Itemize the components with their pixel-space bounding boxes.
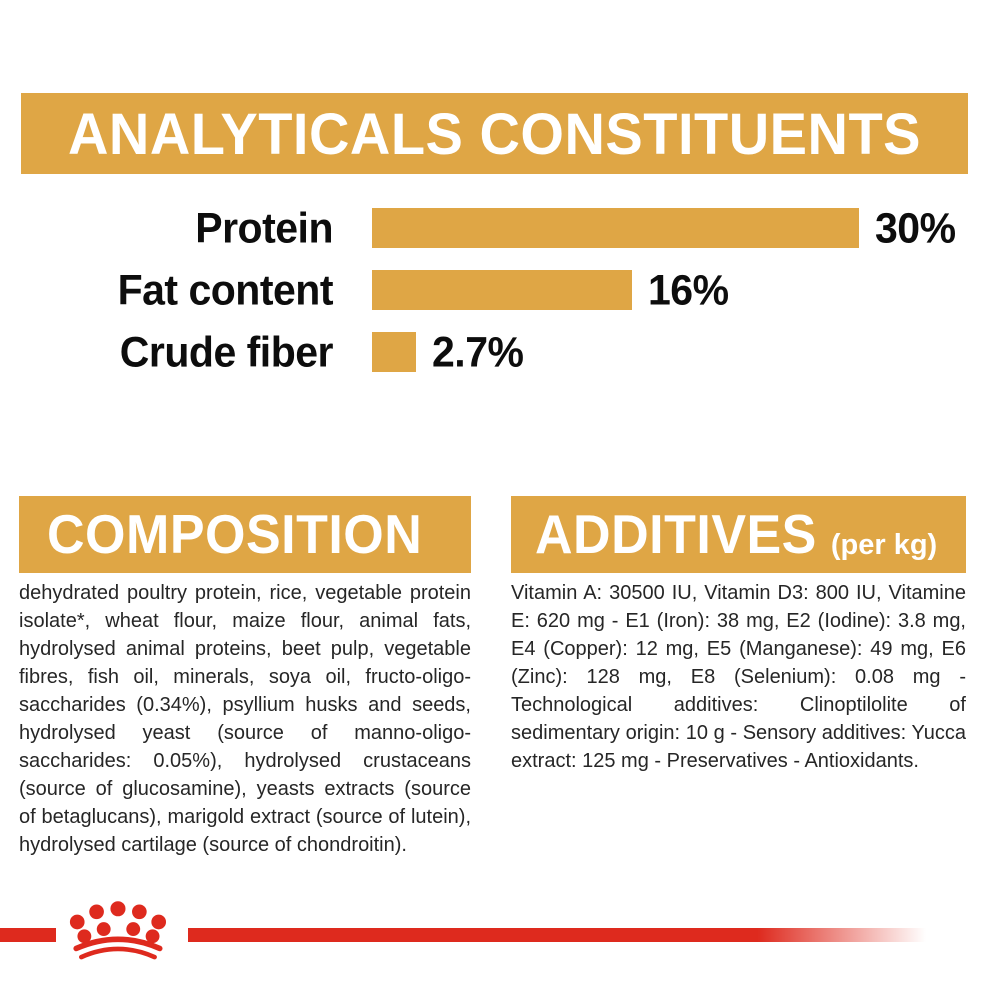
analyticals-title: ANALYTICALS CONSTITUENTS <box>67 100 922 167</box>
additives-banner: ADDITIVES (per kg) <box>511 496 966 573</box>
footer-red-band-left <box>0 928 56 942</box>
footer-red-band-right <box>188 928 990 942</box>
chart-label-fat-content: Fat content <box>117 265 334 314</box>
composition-banner: COMPOSITION <box>19 496 471 573</box>
chart-bar-crude-fiber <box>372 332 416 372</box>
additives-body: Vitamin A: 30500 IU, Vitamin D3: 800 IU,… <box>511 582 966 772</box>
chart-row-crude-fiber: Crude fiber 2.7% <box>0 327 990 375</box>
chart-row-fat-content: Fat content 16% <box>0 265 990 313</box>
additives-title-suffix: (per kg) <box>830 529 938 561</box>
chart-value-protein: 30% <box>875 203 956 252</box>
chart-bar-protein <box>372 208 859 248</box>
composition-body: dehydrated poultry protein, rice, vegeta… <box>19 582 471 856</box>
additives-title: ADDITIVES <box>535 504 817 565</box>
analyticals-bar-chart: Protein 30% Fat content 16% Crude fiber … <box>0 203 990 394</box>
chart-value-crude-fiber: 2.7% <box>432 327 524 376</box>
chart-value-fat-content: 16% <box>648 265 729 314</box>
composition-title: COMPOSITION <box>47 504 423 565</box>
analyticals-banner: ANALYTICALS CONSTITUENTS <box>21 93 968 174</box>
chart-label-crude-fiber: Crude fiber <box>119 327 334 376</box>
chart-row-protein: Protein 30% <box>0 203 990 251</box>
royal-canin-crown-logo <box>69 901 167 960</box>
chart-bar-fat-content <box>372 270 632 310</box>
chart-label-protein: Protein <box>195 203 333 252</box>
